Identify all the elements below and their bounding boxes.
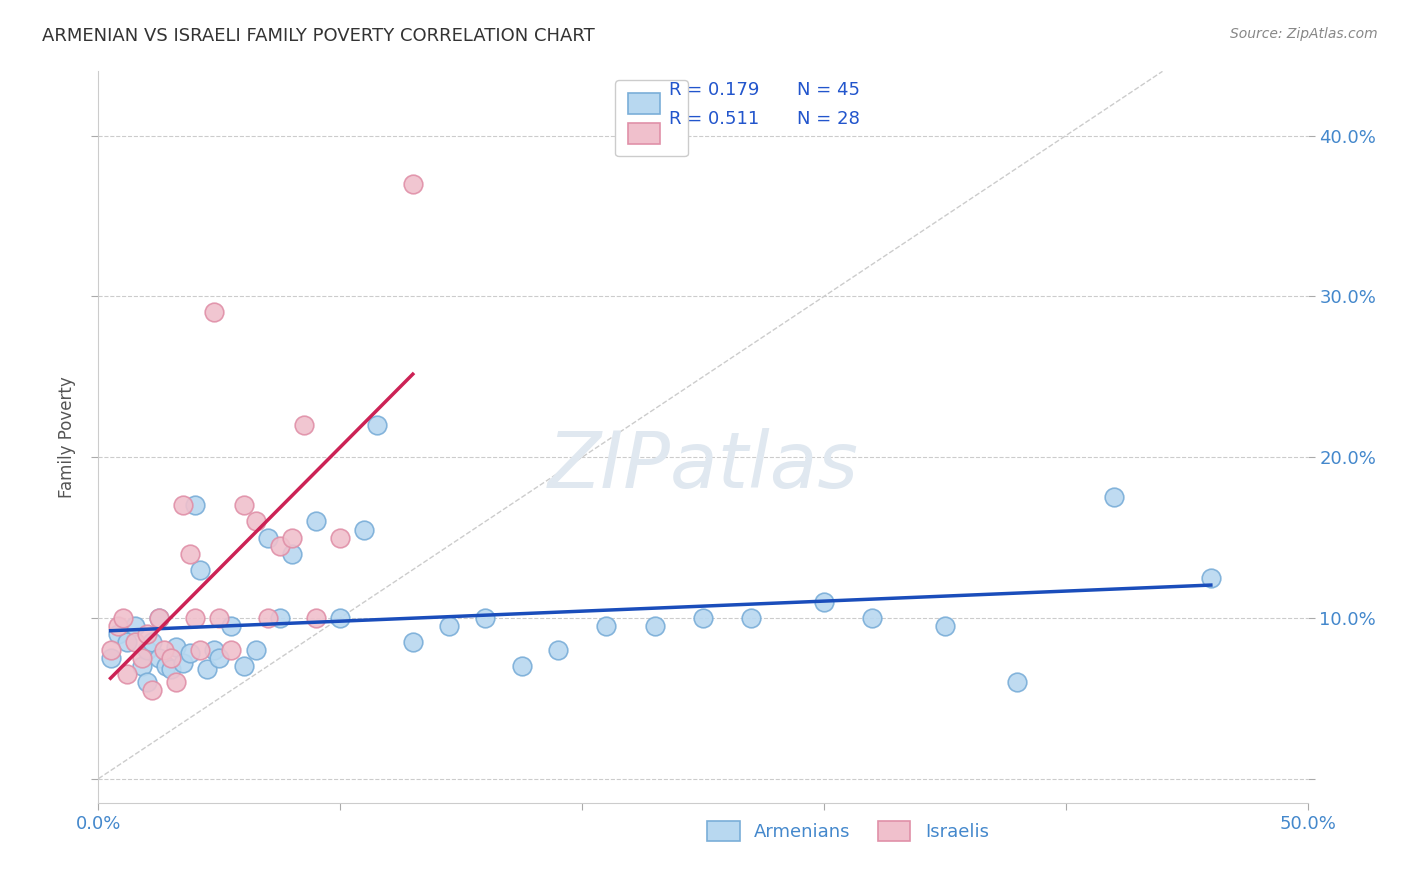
Point	[353, 523, 375, 537]
Point	[692, 611, 714, 625]
Point	[179, 547, 201, 561]
Legend: Armenians, Israelis: Armenians, Israelis	[700, 814, 995, 848]
Point	[292, 417, 315, 432]
Point	[141, 683, 163, 698]
Point	[155, 659, 177, 673]
Point	[208, 611, 231, 625]
Point	[644, 619, 666, 633]
Point	[245, 643, 267, 657]
Point	[188, 563, 211, 577]
Point	[135, 675, 157, 690]
Point	[740, 611, 762, 625]
Point	[141, 635, 163, 649]
Point	[510, 659, 533, 673]
Point	[172, 499, 194, 513]
Point	[256, 531, 278, 545]
Point	[107, 627, 129, 641]
Point	[813, 595, 835, 609]
Point	[117, 667, 139, 681]
Text: R = 0.511: R = 0.511	[669, 110, 759, 128]
Point	[402, 177, 425, 191]
Text: N = 28: N = 28	[797, 110, 860, 128]
Point	[117, 635, 139, 649]
Point	[934, 619, 956, 633]
Point	[100, 651, 122, 665]
Point	[204, 305, 226, 319]
Point	[221, 643, 243, 657]
Point	[208, 651, 231, 665]
Point	[124, 635, 146, 649]
Point	[232, 659, 254, 673]
Point	[366, 417, 388, 432]
Text: ZIPatlas: ZIPatlas	[547, 428, 859, 504]
Point	[107, 619, 129, 633]
Text: R = 0.179: R = 0.179	[669, 81, 759, 99]
Text: Source: ZipAtlas.com: Source: ZipAtlas.com	[1230, 27, 1378, 41]
Point	[195, 662, 218, 676]
Point	[402, 635, 425, 649]
Point	[160, 651, 183, 665]
Point	[329, 611, 352, 625]
Point	[547, 643, 569, 657]
Point	[148, 651, 170, 665]
Point	[172, 656, 194, 670]
Point	[160, 662, 183, 676]
Point	[305, 515, 328, 529]
Point	[100, 643, 122, 657]
Point	[1007, 675, 1029, 690]
Point	[437, 619, 460, 633]
Text: ARMENIAN VS ISRAELI FAMILY POVERTY CORRELATION CHART: ARMENIAN VS ISRAELI FAMILY POVERTY CORRE…	[42, 27, 595, 45]
Point	[474, 611, 496, 625]
Point	[256, 611, 278, 625]
Point	[131, 651, 153, 665]
Point	[281, 547, 304, 561]
Point	[860, 611, 883, 625]
Point	[165, 675, 187, 690]
Point	[204, 643, 226, 657]
Point	[148, 611, 170, 625]
Point	[329, 531, 352, 545]
Text: N = 45: N = 45	[797, 81, 860, 99]
Point	[269, 611, 291, 625]
Point	[165, 640, 187, 654]
Point	[148, 611, 170, 625]
Point	[1199, 571, 1222, 585]
Point	[1102, 491, 1125, 505]
Point	[135, 643, 157, 657]
Point	[135, 627, 157, 641]
Point	[221, 619, 243, 633]
Point	[131, 659, 153, 673]
Point	[281, 531, 304, 545]
Point	[305, 611, 328, 625]
Point	[188, 643, 211, 657]
Point	[184, 499, 207, 513]
Point	[232, 499, 254, 513]
Point	[124, 619, 146, 633]
Point	[111, 611, 134, 625]
Point	[245, 515, 267, 529]
Point	[595, 619, 617, 633]
Point	[179, 646, 201, 660]
Point	[269, 539, 291, 553]
Point	[184, 611, 207, 625]
Y-axis label: Family Poverty: Family Poverty	[58, 376, 76, 498]
Point	[152, 643, 174, 657]
